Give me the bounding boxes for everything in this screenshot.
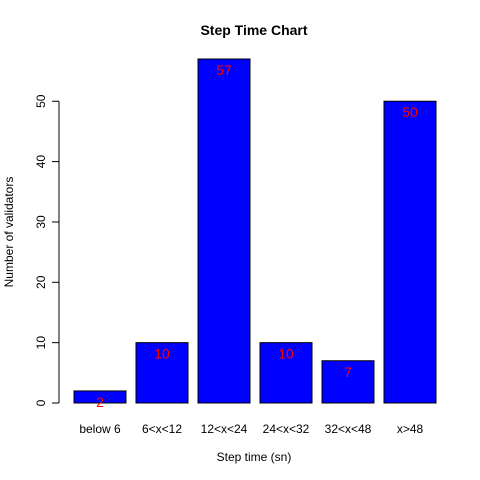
y-tick-label: 50 <box>34 94 48 108</box>
bar <box>197 58 251 404</box>
y-tick-label: 10 <box>34 336 48 350</box>
x-tick-label: 24<x<32 <box>263 422 310 436</box>
y-axis-label: Number of validators <box>2 177 16 288</box>
y-axis: 0 10 20 30 40 50 <box>34 94 60 406</box>
chart-title: Step Time Chart <box>200 22 307 38</box>
y-tick-label: 40 <box>34 155 48 169</box>
x-tick-labels-group: below 6 6<x<12 12<x<24 24<x<32 32<x<48 x>48 <box>79 422 423 436</box>
y-tick-label: 0 <box>34 399 48 406</box>
bar-data-label: 50 <box>402 104 418 120</box>
x-tick-label: 6<x<12 <box>142 422 182 436</box>
data-labels-group: 2 10 57 10 7 50 <box>96 62 418 410</box>
bar <box>321 360 375 404</box>
bar-data-label: 57 <box>216 62 232 78</box>
x-tick-label: 32<x<48 <box>325 422 372 436</box>
x-tick-label: 12<x<24 <box>201 422 248 436</box>
bar-data-label: 10 <box>278 346 294 362</box>
bar <box>383 100 437 404</box>
bar-data-label: 2 <box>96 394 104 410</box>
bar <box>73 390 127 404</box>
y-tick-label: 30 <box>34 215 48 229</box>
y-tick-label: 20 <box>34 275 48 289</box>
bar <box>135 342 189 404</box>
x-tick-label: below 6 <box>79 422 121 436</box>
bars-group <box>73 58 437 404</box>
bar <box>259 342 313 404</box>
bar-data-label: 7 <box>344 364 352 380</box>
x-axis-label: Step time (sn) <box>217 450 292 464</box>
bar-data-label: 10 <box>154 346 170 362</box>
x-tick-label: x>48 <box>397 422 424 436</box>
